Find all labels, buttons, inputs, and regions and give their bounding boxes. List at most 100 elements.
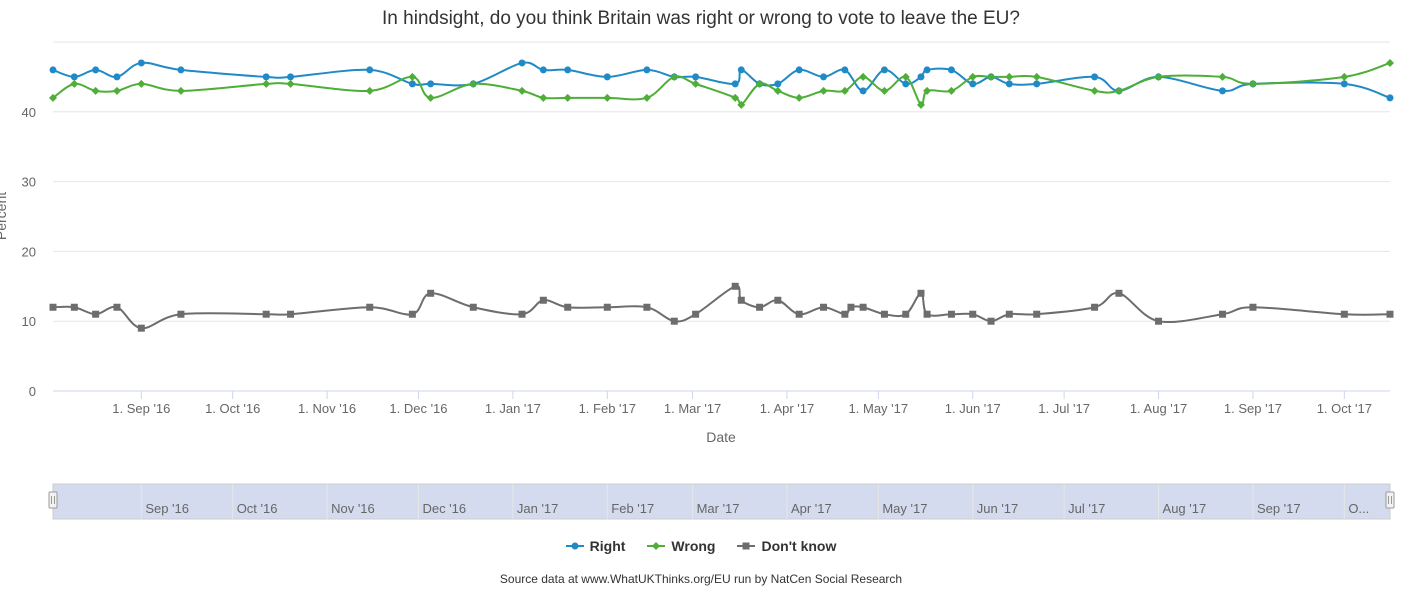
data-point-wrong[interactable] bbox=[408, 72, 417, 81]
data-point-don-t-know[interactable] bbox=[820, 303, 828, 311]
data-point-wrong[interactable] bbox=[1114, 86, 1123, 95]
data-point-right[interactable] bbox=[1218, 87, 1226, 95]
data-point-wrong[interactable] bbox=[1218, 72, 1227, 81]
data-point-don-t-know[interactable] bbox=[774, 296, 782, 304]
data-point-right[interactable] bbox=[564, 66, 572, 74]
data-point-don-t-know[interactable] bbox=[539, 296, 547, 304]
data-point-don-t-know[interactable] bbox=[969, 310, 977, 318]
data-point-don-t-know[interactable] bbox=[987, 317, 995, 325]
data-point-don-t-know[interactable] bbox=[847, 303, 855, 311]
data-point-wrong[interactable] bbox=[286, 79, 295, 88]
data-point-right[interactable] bbox=[137, 59, 145, 67]
data-point-don-t-know[interactable] bbox=[564, 303, 572, 311]
data-point-wrong[interactable] bbox=[563, 93, 572, 102]
data-point-wrong[interactable] bbox=[539, 93, 548, 102]
data-point-don-t-know[interactable] bbox=[756, 303, 764, 311]
data-point-don-t-know[interactable] bbox=[287, 310, 295, 318]
data-point-wrong[interactable] bbox=[91, 86, 100, 95]
data-point-wrong[interactable] bbox=[1154, 72, 1163, 81]
data-point-don-t-know[interactable] bbox=[917, 289, 925, 297]
data-point-right[interactable] bbox=[774, 80, 782, 88]
data-point-don-t-know[interactable] bbox=[692, 310, 700, 318]
data-point-wrong[interactable] bbox=[670, 72, 679, 81]
data-point-wrong[interactable] bbox=[987, 72, 996, 81]
navigator[interactable]: Sep '16 Oct '16 Nov '16 Dec '16 Jan '17 Feb '… bbox=[48, 483, 1395, 520]
data-point-wrong[interactable] bbox=[773, 86, 782, 95]
data-point-don-t-know[interactable] bbox=[1155, 317, 1163, 325]
data-point-wrong[interactable] bbox=[70, 79, 79, 88]
data-point-right[interactable] bbox=[1033, 80, 1041, 88]
data-point-don-t-know[interactable] bbox=[1005, 310, 1013, 318]
data-point-don-t-know[interactable] bbox=[49, 303, 57, 311]
data-point-don-t-know[interactable] bbox=[880, 310, 888, 318]
data-point-don-t-know[interactable] bbox=[427, 289, 435, 297]
data-point-wrong[interactable] bbox=[176, 86, 185, 95]
data-point-don-t-know[interactable] bbox=[643, 303, 651, 311]
data-point-right[interactable] bbox=[820, 73, 828, 81]
data-point-right[interactable] bbox=[518, 59, 526, 67]
data-point-wrong[interactable] bbox=[469, 79, 478, 88]
navigator-mask[interactable] bbox=[52, 483, 1391, 520]
data-point-don-t-know[interactable] bbox=[92, 310, 100, 318]
data-point-wrong[interactable] bbox=[731, 93, 740, 102]
data-point-don-t-know[interactable] bbox=[262, 310, 270, 318]
data-point-right[interactable] bbox=[603, 73, 611, 81]
navigator-handle-left[interactable] bbox=[48, 491, 58, 509]
data-point-wrong[interactable] bbox=[137, 79, 146, 88]
data-point-wrong[interactable] bbox=[819, 86, 828, 95]
data-point-right[interactable] bbox=[70, 73, 78, 81]
data-point-right[interactable] bbox=[737, 66, 745, 74]
data-point-don-t-know[interactable] bbox=[731, 282, 739, 290]
data-point-don-t-know[interactable] bbox=[923, 310, 931, 318]
data-point-wrong[interactable] bbox=[365, 86, 374, 95]
data-point-don-t-know[interactable] bbox=[113, 303, 121, 311]
data-point-don-t-know[interactable] bbox=[902, 310, 910, 318]
data-point-don-t-know[interactable] bbox=[1091, 303, 1099, 311]
data-point-wrong[interactable] bbox=[755, 79, 764, 88]
data-point-don-t-know[interactable] bbox=[1249, 303, 1257, 311]
data-point-wrong[interactable] bbox=[49, 93, 57, 102]
data-point-don-t-know[interactable] bbox=[518, 310, 526, 318]
data-point-right[interactable] bbox=[366, 66, 374, 74]
data-point-right[interactable] bbox=[731, 80, 739, 88]
data-point-right[interactable] bbox=[902, 80, 910, 88]
data-point-wrong[interactable] bbox=[901, 72, 910, 81]
data-point-right[interactable] bbox=[969, 80, 977, 88]
data-point-don-t-know[interactable] bbox=[137, 324, 145, 332]
data-point-right[interactable] bbox=[692, 73, 700, 81]
data-point-right[interactable] bbox=[427, 80, 435, 88]
data-point-don-t-know[interactable] bbox=[1218, 310, 1226, 318]
data-point-don-t-know[interactable] bbox=[603, 303, 611, 311]
legend-item-right[interactable]: Right bbox=[565, 538, 625, 554]
data-point-right[interactable] bbox=[408, 80, 416, 88]
data-point-right[interactable] bbox=[287, 73, 295, 81]
data-point-wrong[interactable] bbox=[691, 79, 700, 88]
data-point-don-t-know[interactable] bbox=[737, 296, 745, 304]
data-point-don-t-know[interactable] bbox=[1115, 289, 1123, 297]
data-point-right[interactable] bbox=[917, 73, 925, 81]
data-point-wrong[interactable] bbox=[518, 86, 527, 95]
data-point-don-t-know[interactable] bbox=[859, 303, 867, 311]
data-point-wrong[interactable] bbox=[262, 79, 271, 88]
data-point-right[interactable] bbox=[539, 66, 547, 74]
data-point-don-t-know[interactable] bbox=[841, 310, 849, 318]
data-point-wrong[interactable] bbox=[947, 86, 956, 95]
data-point-don-t-know[interactable] bbox=[947, 310, 955, 318]
data-point-wrong[interactable] bbox=[642, 93, 651, 102]
data-point-wrong[interactable] bbox=[112, 86, 121, 95]
data-point-wrong[interactable] bbox=[1340, 72, 1349, 81]
data-point-wrong[interactable] bbox=[1005, 72, 1014, 81]
data-point-wrong[interactable] bbox=[859, 72, 868, 81]
data-point-right[interactable] bbox=[795, 66, 803, 74]
data-point-don-t-know[interactable] bbox=[469, 303, 477, 311]
data-point-wrong[interactable] bbox=[923, 86, 932, 95]
data-point-right[interactable] bbox=[859, 87, 867, 95]
legend-item-dont-know[interactable]: Don't know bbox=[737, 538, 836, 554]
data-point-right[interactable] bbox=[1340, 80, 1348, 88]
data-point-wrong[interactable] bbox=[968, 72, 977, 81]
data-point-don-t-know[interactable] bbox=[1340, 310, 1348, 318]
data-point-wrong[interactable] bbox=[1090, 86, 1099, 95]
data-point-right[interactable] bbox=[177, 66, 185, 74]
data-point-right[interactable] bbox=[1386, 94, 1394, 102]
data-point-right[interactable] bbox=[947, 66, 955, 74]
